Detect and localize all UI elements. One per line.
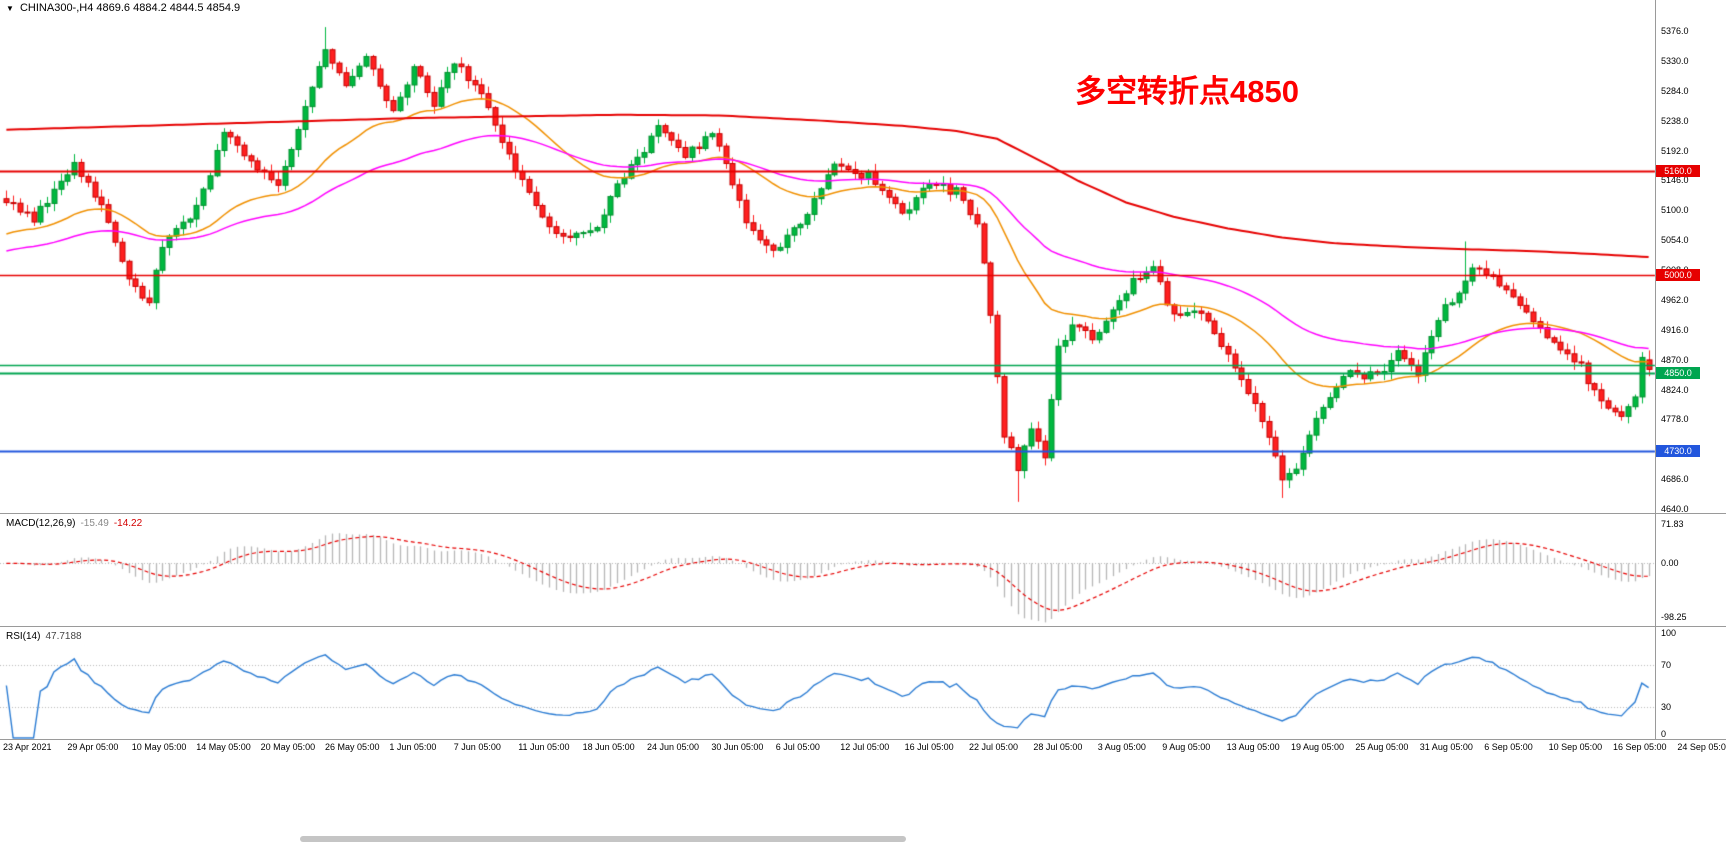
time-axis-label: 28 Jul 05:00 — [1033, 742, 1083, 752]
time-axis-label: 22 Jul 05:00 — [969, 742, 1019, 752]
panel-separator-main-macd[interactable] — [0, 513, 1726, 514]
time-axis-label: 16 Sep 05:00 — [1613, 742, 1667, 752]
price-tick-label: 4870.0 — [1661, 354, 1689, 365]
time-axis-label: 20 May 05:00 — [260, 742, 316, 752]
time-axis-label: 31 Aug 05:00 — [1419, 742, 1473, 752]
time-axis-label: 7 Jun 05:00 — [453, 742, 501, 752]
time-axis-label: 6 Sep 05:00 — [1484, 742, 1533, 752]
time-axis-label: 12 Jul 05:00 — [840, 742, 890, 752]
rsi-tick-label: 30 — [1661, 701, 1672, 712]
price-tick-label: 4686.0 — [1661, 474, 1689, 485]
price-tick-label: 4962.0 — [1661, 294, 1689, 305]
price-tick-label: 5054.0 — [1661, 235, 1689, 246]
panel-separator-macd-rsi[interactable] — [0, 626, 1726, 627]
macd-main-value: -15.49 — [80, 518, 109, 529]
time-axis-label: 3 Aug 05:00 — [1097, 742, 1146, 752]
price-tick-label: 5376.0 — [1661, 26, 1689, 36]
symbol-name: CHINA300-,H4 — [19, 2, 94, 14]
symbol-marker-icon: ▼ — [6, 4, 14, 13]
time-axis-label: 10 Sep 05:00 — [1548, 742, 1603, 752]
price-tick-label: 5146.0 — [1661, 175, 1689, 186]
price-tag-5160.0: 5160.0 — [1656, 165, 1700, 178]
price-tag-5000.0: 5000.0 — [1656, 269, 1700, 282]
price-tag-4850.0: 4850.0 — [1656, 366, 1700, 379]
price-tick-label: 4778.0 — [1661, 414, 1689, 425]
price-tick-label: 5330.0 — [1661, 55, 1689, 66]
price-tick-label: 4916.0 — [1661, 324, 1689, 335]
time-axis-label: 26 May 05:00 — [325, 742, 380, 752]
macd-name: MACD(12,26,9) — [6, 518, 76, 529]
rsi-tick-label: 100 — [1661, 628, 1677, 638]
price-tick-label: 5100.0 — [1661, 205, 1689, 216]
time-axis-label: 16 Jul 05:00 — [904, 742, 954, 752]
time-axis-label: 23 Apr 2021 — [3, 742, 52, 752]
price-tick-label: 5284.0 — [1661, 85, 1689, 96]
time-axis-label: 6 Jul 05:00 — [775, 742, 820, 752]
time-axis-label: 13 Aug 05:00 — [1226, 742, 1280, 752]
rsi-name: RSI(14) — [6, 631, 41, 642]
price-tag-4730.0: 4730.0 — [1656, 444, 1700, 457]
time-axis-label: 18 Jun 05:00 — [582, 742, 635, 752]
chart-symbol-header: ▼ CHINA300-,H4 4869.6 4884.2 4844.5 4854… — [3, 2, 244, 14]
time-axis-label: 24 Jun 05:00 — [647, 742, 700, 752]
time-axis-label: 19 Aug 05:00 — [1291, 742, 1345, 752]
price-scale-separator — [1655, 0, 1656, 740]
time-axis-label: 9 Aug 05:00 — [1162, 742, 1211, 752]
price-tick-label: 4824.0 — [1661, 384, 1689, 395]
rsi-tick-label: 0 — [1661, 729, 1667, 739]
rsi-value: 47.7188 — [45, 631, 82, 642]
time-axis-label: 24 Sep 05:00 — [1677, 742, 1726, 752]
time-axis-label: 30 Jun 05:00 — [711, 742, 764, 752]
price-tick-label: 4640.0 — [1661, 504, 1689, 514]
price-tick-label: 5192.0 — [1661, 145, 1689, 156]
time-axis-label: 11 Jun 05:00 — [518, 742, 570, 752]
macd-tick-label: 71.83 — [1661, 519, 1684, 529]
time-axis-label: 14 May 05:00 — [196, 742, 251, 752]
panel-separator-rsi-axis[interactable] — [0, 739, 1726, 740]
macd-tick-label: 0.00 — [1661, 558, 1679, 569]
rsi-indicator-label: RSI(14) 47.7188 — [4, 631, 84, 642]
macd-signal-value: -14.22 — [113, 518, 143, 529]
rsi-tick-label: 70 — [1661, 659, 1672, 670]
time-axis-label: 1 Jun 05:00 — [389, 742, 437, 752]
time-axis-label: 25 Aug 05:00 — [1355, 742, 1409, 752]
macd-indicator-label: MACD(12,26,9) -15.49 -14.22 — [4, 518, 145, 529]
symbol-ohlc-values: 4869.6 4884.2 4844.5 4854.9 — [96, 2, 241, 14]
time-axis-label: 10 May 05:00 — [131, 742, 187, 752]
horizontal-scrollbar[interactable] — [300, 836, 906, 842]
annotation-text: 多空转折点4850 — [1075, 74, 1299, 109]
price-tick-label: 5238.0 — [1661, 115, 1689, 126]
time-axis-label: 29 Apr 05:00 — [67, 742, 119, 752]
macd-tick-label: -98.25 — [1661, 612, 1687, 622]
